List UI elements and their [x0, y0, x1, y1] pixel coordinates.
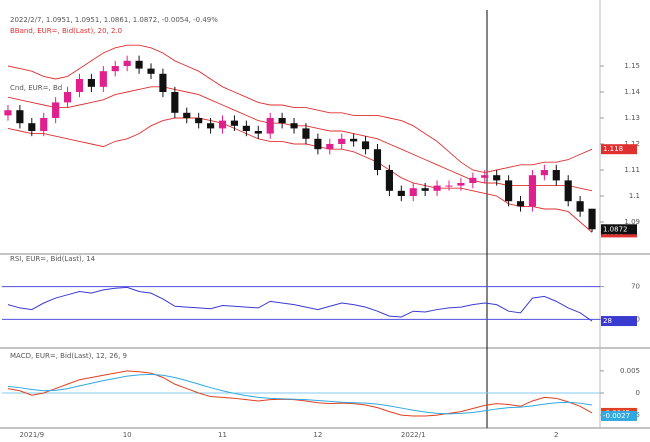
band-lower [7, 117, 593, 233]
candle-body [87, 79, 95, 87]
candle-body [457, 183, 465, 186]
candle-body [159, 73, 167, 92]
candle-body [516, 201, 525, 207]
candle-body [493, 175, 501, 181]
y-tick-label: 1.12 [624, 140, 640, 148]
y-tick-label: 70 [631, 283, 640, 291]
candle-body [195, 118, 203, 124]
last-value-label-box [601, 316, 637, 327]
candle-body [528, 175, 537, 207]
candle-body [16, 110, 24, 124]
chart-title: MACD, EUR=, Bid(Last), 12, 26, 9 [10, 352, 127, 360]
candle-body [123, 60, 131, 66]
candle-body [361, 141, 370, 150]
candle-body [445, 185, 453, 187]
candle-body [564, 180, 572, 202]
candle-body [433, 185, 441, 191]
candle-body [373, 149, 382, 170]
last-price-label-box [601, 224, 637, 235]
y-tick-label: 1.15 [624, 62, 640, 70]
candle-body [242, 125, 250, 131]
last-price-label: 1.0872 [603, 225, 628, 233]
candle-body [218, 120, 227, 129]
series-line [7, 286, 593, 322]
x-tick-label: 10 [123, 431, 132, 439]
y-tick-label: 1.11 [624, 166, 640, 174]
y-tick-label: 1.1 [629, 192, 640, 200]
candle-body [111, 66, 119, 72]
candle-body [290, 123, 298, 129]
candle-body [314, 138, 322, 150]
candle-body [63, 92, 72, 103]
x-tick-label: 2022/1 [401, 431, 426, 439]
candle-body [338, 138, 346, 144]
candle-body [135, 60, 143, 69]
candle-body [171, 92, 179, 113]
candle-body [588, 208, 596, 230]
candle-body [4, 110, 12, 116]
candle-body [52, 102, 60, 118]
candle-body [421, 188, 429, 191]
last-value-label: 28 [603, 317, 612, 325]
candle-body [147, 68, 155, 74]
candle-body [28, 123, 36, 131]
candle-body [540, 170, 548, 176]
y-tick-label: 1.13 [624, 114, 640, 122]
y-tick-label: 1.14 [624, 88, 640, 96]
y-tick-label: 0.005 [620, 367, 640, 375]
chart-subtitle: 2022/2/7, 1.0951, 1.0951, 1.0861, 1.0872… [10, 16, 218, 24]
candle-body [552, 170, 560, 181]
candle-body [266, 118, 274, 134]
candle-body [254, 131, 262, 134]
candle-body [385, 170, 393, 191]
series-line [7, 370, 593, 417]
candle-body [397, 190, 405, 196]
candle-body [278, 118, 286, 124]
chart-title: Cnd, EUR=, Bd [10, 84, 62, 92]
candle-body [350, 138, 358, 142]
candle-body [40, 118, 48, 131]
chart-title: RSI, EUR=, Bid(Last), 14 [10, 255, 96, 263]
candle-body [576, 201, 584, 212]
candle-body [469, 177, 477, 183]
series-line [7, 373, 593, 415]
candle-body [99, 71, 107, 87]
bands-label: BBand, EUR=, Bid(Last), 20, 2.0 [10, 27, 122, 35]
candle-body [75, 79, 84, 92]
upper-last-label: 1.118 [603, 145, 623, 153]
band-upper [7, 44, 593, 174]
x-tick-label: 2 [554, 431, 558, 439]
last-value-label: -0.0027 [603, 412, 630, 420]
band-middle [7, 86, 593, 192]
candle-body [207, 123, 215, 129]
candle-body [481, 175, 489, 178]
y-tick-label: 1.09 [624, 218, 640, 226]
x-tick-label: 11 [218, 431, 227, 439]
candle-body [302, 128, 310, 139]
x-tick-label: 2021/9 [19, 431, 44, 439]
upper-last-label-box [601, 144, 637, 155]
candle-body [326, 144, 334, 150]
candle-body [409, 188, 417, 196]
candle-body [230, 120, 239, 126]
y-tick-label: 0 [636, 389, 640, 397]
candle-body [183, 112, 191, 118]
last-value-label-box [601, 410, 637, 421]
x-tick-label: 12 [313, 431, 322, 439]
candle-body [505, 180, 513, 202]
